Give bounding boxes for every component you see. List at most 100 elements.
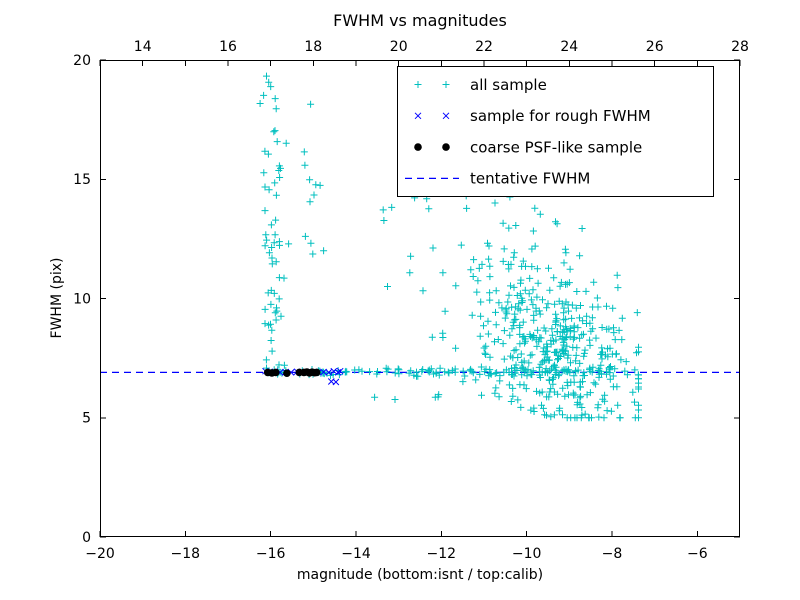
scatter-point-plus: [536, 389, 544, 397]
scatter-point-plus: [548, 325, 556, 333]
scatter-point-plus: [633, 349, 640, 357]
scatter-point-plus: [414, 81, 422, 88]
top-tick-label: 20: [390, 39, 408, 55]
scatter-point-plus: [394, 365, 402, 373]
scatter-point-plus: [517, 350, 525, 358]
scatter-point-plus: [482, 342, 490, 350]
scatter-point-plus: [500, 245, 508, 253]
scatter-point-plus: [271, 179, 279, 187]
scatter-point-plus: [487, 370, 495, 378]
scatter-point-plus: [499, 219, 507, 227]
scatter-point-plus: [573, 288, 581, 295]
scatter-point-plus: [615, 326, 623, 334]
scatter-point-plus: [492, 287, 500, 295]
scatter-point-plus: [560, 349, 568, 357]
scatter-point-plus: [510, 253, 518, 261]
scatter-point-plus: [552, 310, 560, 318]
scatter-point-plus: [477, 298, 485, 306]
scatter-point-x: [442, 112, 450, 120]
series-psf-like: [263, 368, 321, 378]
scatter-point-plus: [271, 127, 279, 135]
scatter-point-plus: [301, 232, 309, 240]
scatter-point-plus: [623, 371, 631, 379]
scatter-point-plus: [536, 310, 544, 318]
scatter-point-plus: [507, 398, 515, 405]
scatter-point-plus: [536, 374, 544, 381]
scatter-point-plus: [516, 306, 524, 314]
scatter-point-plus: [519, 363, 527, 371]
scatter-point-plus: [511, 310, 519, 318]
scatter-point-plus: [383, 368, 391, 376]
scatter-point-plus: [486, 296, 494, 304]
scatter-point-plus: [432, 368, 440, 376]
scatter-point-plus: [576, 359, 584, 367]
scatter-point-plus: [530, 316, 538, 324]
scatter-point-plus: [588, 314, 596, 322]
scatter-point-plus: [510, 249, 518, 257]
scatter-point-plus: [598, 344, 606, 352]
legend-entry: all sample: [414, 76, 547, 94]
scatter-point-plus: [452, 344, 460, 352]
scatter-point-plus: [505, 381, 513, 389]
scatter-point-plus: [486, 353, 494, 361]
scatter-point-plus: [517, 403, 525, 411]
scatter-point-plus: [621, 367, 629, 375]
scatter-point-plus: [579, 372, 587, 380]
scatter-point-plus: [267, 221, 275, 229]
scatter-point-plus: [261, 320, 269, 328]
scatter-point-plus: [500, 355, 508, 363]
scatter-point-plus: [468, 311, 476, 319]
scatter-point-plus: [516, 321, 524, 329]
scatter-point-plus: [316, 181, 324, 189]
scatter-point-plus: [577, 302, 584, 309]
scatter-point-plus: [594, 367, 602, 374]
scatter-point-plus: [560, 316, 568, 324]
scatter-point-plus: [563, 378, 571, 386]
scatter-point-plus: [551, 300, 559, 308]
scatter-point-plus: [560, 341, 568, 349]
y-tick-label: 10: [73, 291, 91, 307]
scatter-point-plus: [564, 354, 572, 362]
scatter-point-plus: [275, 361, 283, 369]
scatter-point-plus: [611, 365, 619, 373]
scatter-point-plus: [581, 410, 589, 418]
scatter-point-plus: [512, 361, 520, 369]
scatter-point-plus: [595, 373, 603, 381]
scatter-point-plus: [473, 288, 481, 296]
scatter-point-plus: [312, 181, 320, 189]
scatter-point-plus: [556, 322, 564, 330]
scatter-point-plus: [604, 353, 612, 361]
scatter-point-plus: [494, 336, 502, 343]
scatter-point-x: [336, 367, 344, 375]
scatter-point-plus: [475, 264, 483, 272]
scatter-point-plus: [506, 331, 514, 339]
scatter-point-plus: [603, 370, 610, 378]
scatter-point-plus: [564, 368, 572, 376]
scatter-point-plus: [442, 81, 450, 88]
scatter-point-plus: [552, 336, 560, 344]
scatter-point-plus: [275, 162, 283, 170]
scatter-point-plus: [261, 242, 269, 250]
scatter-point-plus: [633, 309, 641, 317]
scatter-point-plus: [556, 282, 564, 290]
scatter-point-plus: [533, 342, 541, 350]
scatter-point-plus: [586, 319, 594, 327]
scatter-point-plus: [555, 352, 563, 360]
scatter-point-plus: [522, 385, 530, 393]
scatter-point-plus: [519, 257, 527, 265]
scatter-point-plus: [576, 252, 584, 260]
scatter-point-plus: [491, 338, 498, 346]
scatter-point-plus: [270, 289, 278, 297]
scatter-point-plus: [561, 392, 569, 400]
scatter-point-plus: [572, 351, 580, 359]
scatter-point-plus: [512, 222, 520, 229]
scatter-point-plus: [558, 345, 566, 353]
scatter-point-plus: [261, 207, 269, 215]
scatter-point-plus: [558, 300, 566, 308]
scatter-point-plus: [559, 384, 567, 392]
scatter-point-plus: [550, 374, 557, 382]
scatter-point-plus: [565, 307, 572, 315]
scatter-point-plus: [533, 293, 541, 301]
scatter-point-plus: [521, 286, 529, 294]
scatter-point-plus: [510, 283, 518, 291]
